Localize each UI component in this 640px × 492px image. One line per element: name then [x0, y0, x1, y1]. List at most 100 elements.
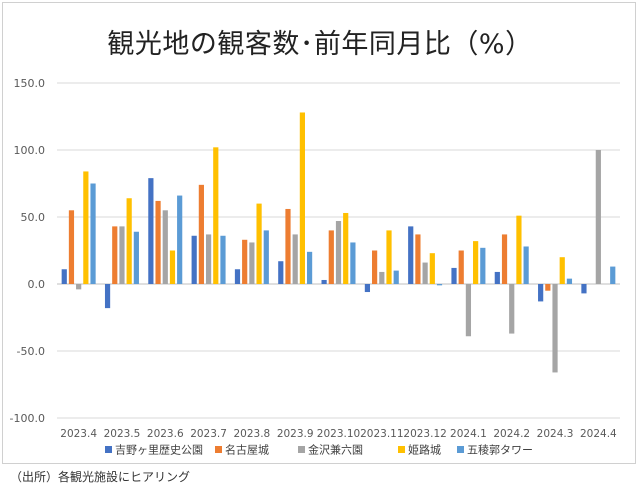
bar-2-2024.3	[545, 284, 551, 291]
bar-1-2024.1	[451, 267, 457, 284]
bar-1-2024.4	[581, 284, 587, 294]
y-tick-label: -100.0	[10, 412, 45, 425]
bar-1-2024.3	[538, 284, 544, 302]
legend-label: 五稜郭タワー	[467, 444, 533, 457]
chart-title: 観光地の観客数･前年同月比（%）	[107, 29, 533, 60]
bar-3-2023.11	[379, 271, 385, 284]
y-tick-label: 0.0	[28, 278, 46, 291]
bar-4-2023.5	[126, 198, 132, 284]
bar-2-2023.4	[68, 210, 75, 284]
bar-1-2023.5	[104, 284, 111, 309]
bar-5-2023.8	[263, 230, 269, 284]
bar-5-2024.1	[480, 247, 486, 284]
bar-5-2023.4	[90, 183, 96, 284]
bar-1-2023.4	[61, 269, 67, 284]
y-tick-label: -50.0	[17, 345, 45, 358]
bar-4-2023.4	[83, 171, 89, 284]
bar-4-2023.11	[386, 230, 392, 284]
bar-1-2023.11	[364, 284, 371, 293]
bar-5-2023.11	[393, 270, 399, 284]
x-tick-label: 2023.7	[190, 428, 227, 440]
legend-swatch	[298, 446, 305, 453]
bar-2-2023.6	[155, 200, 161, 284]
bar-3-2024.1	[465, 284, 472, 337]
bar-2-2023.12	[415, 234, 421, 284]
bar-4-2023.9	[299, 112, 305, 284]
bar-2-2023.9	[285, 208, 291, 284]
bar-3-2024.3	[552, 284, 558, 373]
bar-3-2023.10	[335, 221, 342, 284]
bar-1-2023.10	[321, 279, 327, 284]
bar-2-2023.10	[328, 230, 334, 284]
legend-label: 金沢兼六園	[308, 443, 363, 457]
bar-2-2023.7	[198, 184, 204, 284]
bar-5-2023.9	[306, 251, 313, 284]
y-tick-label: 150.0	[14, 77, 46, 90]
legend-swatch	[215, 446, 222, 453]
x-tick-label: 2024.4	[580, 428, 617, 440]
bar-3-2023.9	[292, 234, 298, 284]
bar-4-2023.8	[256, 203, 262, 284]
x-tick-label: 2024.3	[537, 428, 574, 440]
bar-5-2024.4	[610, 266, 616, 284]
legend-swatch	[457, 446, 464, 453]
bar-4-2023.6	[169, 250, 176, 284]
legend-swatch	[398, 446, 405, 453]
bar-2-2024.2	[501, 234, 508, 284]
x-tick-label: 2023.8	[234, 428, 271, 440]
x-tick-label: 2024.2	[493, 428, 530, 440]
bar-4-2024.3	[559, 257, 565, 284]
bar-4-2023.12	[429, 253, 435, 284]
bar-1-2023.9	[278, 261, 284, 284]
y-axis-ticks: 150.0 100.0 50.0 0.0 -50.0 -100.0	[10, 77, 45, 425]
bar-3-2024.4	[595, 150, 601, 284]
legend-swatch	[105, 446, 112, 453]
x-tick-label: 2023.6	[147, 428, 184, 440]
x-tick-label: 2023.10	[317, 428, 360, 440]
bar-2-2023.11	[372, 250, 378, 284]
legend-label: 名古屋城	[225, 443, 269, 457]
y-tick-label: 50.0	[21, 211, 46, 224]
legend-label: 吉野ヶ里歴史公園	[115, 444, 203, 457]
bar-5-2024.3	[566, 278, 573, 284]
bar-5-2024.2	[523, 246, 529, 284]
x-axis-ticks: 2023.4 2023.5 2023.6 2023.7 2023.8 2023.9 2023…	[60, 428, 617, 440]
bar-2-2024.1	[458, 250, 464, 284]
x-tick-label: 2023.4	[60, 428, 97, 440]
bar-3-2023.5	[119, 226, 125, 284]
x-tick-label: 2024.1	[450, 428, 487, 440]
bar-1-2023.7	[191, 235, 197, 284]
x-tick-label: 2023.5	[104, 428, 141, 440]
bar-5-2023.7	[220, 235, 226, 284]
bar-3-2023.6	[162, 210, 168, 284]
chart-frame	[2, 2, 636, 464]
bar-5-2023.5	[133, 231, 139, 284]
bar-3-2023.8	[249, 242, 255, 284]
bar-3-2023.12	[422, 262, 428, 284]
bar-1-2023.6	[148, 178, 154, 284]
x-tick-label: 2023.9	[277, 428, 314, 440]
bar-1-2023.8	[234, 269, 241, 284]
bar-4-2023.10	[343, 212, 349, 284]
bar-5-2023.12	[436, 284, 443, 286]
source-note: （出所）各観光施設にヒアリング	[10, 470, 191, 484]
bar-4-2023.7	[213, 147, 219, 284]
y-tick-label: 100.0	[14, 144, 46, 157]
bar-5-2023.6	[177, 195, 183, 284]
bar-5-2023.10	[350, 242, 356, 284]
x-tick-label: 2023.11	[360, 428, 403, 440]
bar-2-2023.5	[112, 226, 118, 284]
bar-3-2023.7	[205, 234, 212, 284]
x-tick-label: 2023.12	[403, 428, 446, 440]
bar-1-2024.2	[494, 271, 500, 284]
legend: 吉野ヶ里歴史公園 名古屋城 金沢兼六園 姫路城 五稜郭タワー	[105, 443, 533, 457]
bar-2-2023.8	[242, 239, 248, 284]
bars	[61, 112, 616, 373]
legend-label: 姫路城	[408, 443, 441, 457]
bar-3-2024.2	[509, 284, 515, 334]
bar-4-2024.1	[473, 241, 479, 284]
bar-1-2023.12	[408, 226, 414, 284]
bar-3-2023.4	[76, 284, 82, 290]
bar-4-2024.2	[516, 215, 522, 284]
bar-chart: 150.0 100.0 50.0 0.0 -50.0 -100.0 2023.4 2023.…	[10, 77, 620, 457]
